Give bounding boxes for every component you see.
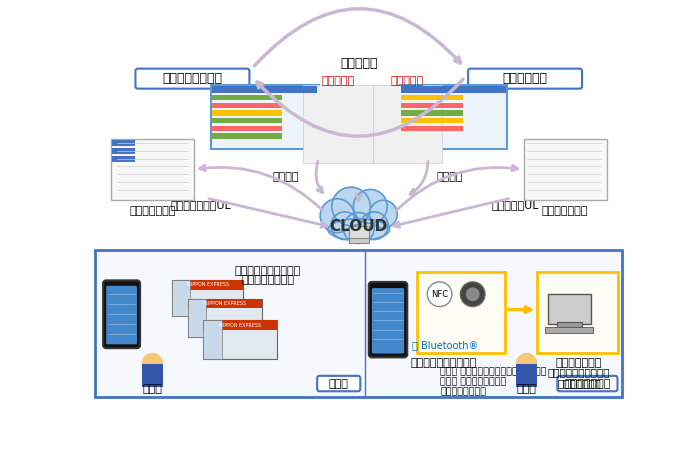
FancyBboxPatch shape [557, 376, 617, 391]
Bar [111, 139, 194, 200]
Text: Ⓑ Bluetooth®: Ⓑ Bluetooth® [412, 340, 478, 350]
FancyBboxPatch shape [317, 376, 360, 391]
Bar [172, 280, 244, 290]
Text: ・問診 ・アルコールチェック（遠隔地）: ・問診 ・アルコールチェック（遠隔地） [440, 367, 547, 376]
Bar [349, 226, 369, 239]
Bar [172, 280, 190, 316]
Bar [524, 139, 607, 200]
FancyBboxPatch shape [369, 282, 407, 357]
Bar [401, 126, 463, 131]
Bar [188, 299, 206, 338]
Circle shape [370, 200, 398, 228]
Bar [95, 250, 622, 396]
Text: 運行管理者: 運行管理者 [391, 76, 424, 86]
Bar [416, 272, 505, 353]
Text: ・検温 ・免許証チェック: ・検温 ・免許証チェック [440, 378, 507, 387]
Text: 整備管理者: 整備管理者 [321, 76, 354, 86]
Circle shape [517, 354, 537, 373]
Circle shape [321, 199, 354, 233]
Bar [545, 327, 593, 333]
Bar [538, 272, 618, 353]
Text: 承認依頼: 承認依頼 [272, 172, 299, 182]
Text: 車検場: 車検場 [329, 378, 349, 388]
Bar [112, 148, 135, 154]
Text: ・車種別車両点検: ・車種別車両点検 [241, 275, 295, 285]
Bar [213, 86, 317, 93]
Circle shape [360, 212, 388, 239]
Bar [548, 294, 591, 324]
Bar [401, 86, 506, 93]
Bar [188, 299, 262, 308]
Text: CLOUD: CLOUD [330, 219, 388, 234]
Bar [203, 320, 222, 359]
Text: ・アルコールチェック: ・アルコールチェック [547, 367, 610, 378]
Bar [557, 322, 582, 330]
Bar [372, 85, 442, 163]
Ellipse shape [328, 219, 389, 240]
Circle shape [466, 287, 480, 301]
FancyBboxPatch shape [372, 288, 404, 354]
Circle shape [332, 187, 370, 226]
FancyBboxPatch shape [106, 286, 137, 344]
FancyBboxPatch shape [468, 69, 582, 89]
Bar [349, 238, 369, 243]
Bar [112, 140, 135, 146]
Bar [188, 299, 262, 338]
Text: NIPPON EXPRESS: NIPPON EXPRESS [204, 301, 246, 306]
Text: 承認依頼: 承認依頼 [436, 172, 463, 182]
Bar [401, 95, 463, 100]
Text: 点呼記録簿出力: 点呼記録簿出力 [542, 207, 588, 216]
Bar [211, 85, 318, 149]
Text: NIPPON EXPRESS: NIPPON EXPRESS [219, 323, 261, 328]
Bar [203, 320, 277, 330]
Circle shape [331, 212, 358, 239]
Circle shape [427, 282, 452, 306]
Text: 運転者: 運転者 [517, 384, 536, 394]
Bar [213, 118, 281, 123]
Bar [141, 364, 163, 387]
Text: 事務所・遠隔地: 事務所・遠隔地 [564, 378, 610, 388]
Bar [172, 280, 244, 316]
Circle shape [354, 189, 387, 223]
Bar [401, 118, 463, 123]
Text: NIPPON EXPRESS: NIPPON EXPRESS [187, 283, 229, 288]
Circle shape [461, 282, 485, 306]
Bar [516, 364, 538, 387]
Text: 車両点検システム: 車両点検システム [162, 72, 223, 85]
Bar [401, 103, 463, 108]
Text: ・血圧チェック: ・血圧チェック [557, 378, 601, 388]
Bar [213, 133, 281, 139]
Text: 測定データUL: 測定データUL [335, 199, 382, 210]
Bar [112, 156, 135, 162]
Text: データ連携: データ連携 [340, 57, 377, 70]
Bar [203, 320, 277, 359]
Circle shape [142, 354, 162, 373]
Bar [213, 126, 281, 131]
Circle shape [344, 212, 374, 243]
Text: スマートフォンアプリ: スマートフォンアプリ [410, 358, 477, 368]
Text: 測定データUL: 測定データUL [491, 200, 539, 210]
Bar [401, 110, 463, 116]
Bar [400, 85, 508, 149]
FancyBboxPatch shape [103, 280, 140, 348]
Bar [303, 85, 372, 163]
Text: ・車検証チェック: ・車検証チェック [440, 387, 486, 396]
Text: 車両点検表出力: 車両点検表出力 [130, 207, 176, 216]
Bar [213, 95, 281, 100]
Text: 車両点検データUL: 車両点検データUL [171, 200, 231, 210]
FancyBboxPatch shape [135, 69, 249, 89]
Text: 固定式測定機器: 固定式測定機器 [556, 358, 602, 368]
Text: NFC: NFC [431, 290, 448, 299]
Bar [213, 103, 281, 108]
Text: 運転者: 運転者 [143, 384, 162, 394]
Text: スマートフォンアプリ: スマートフォンアプリ [234, 266, 301, 276]
Bar [213, 110, 281, 116]
Text: 点呼システム: 点呼システム [503, 72, 547, 85]
